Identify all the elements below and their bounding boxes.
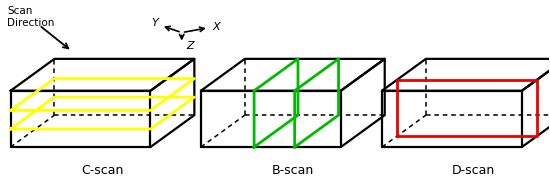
Text: X: X [213,22,221,32]
Text: C-scan: C-scan [81,164,124,177]
Text: Scan
Direction: Scan Direction [7,6,54,28]
Text: B-scan: B-scan [272,164,314,177]
Text: Y: Y [151,18,158,28]
Text: Z: Z [186,41,194,51]
Text: D-scan: D-scan [452,164,496,177]
